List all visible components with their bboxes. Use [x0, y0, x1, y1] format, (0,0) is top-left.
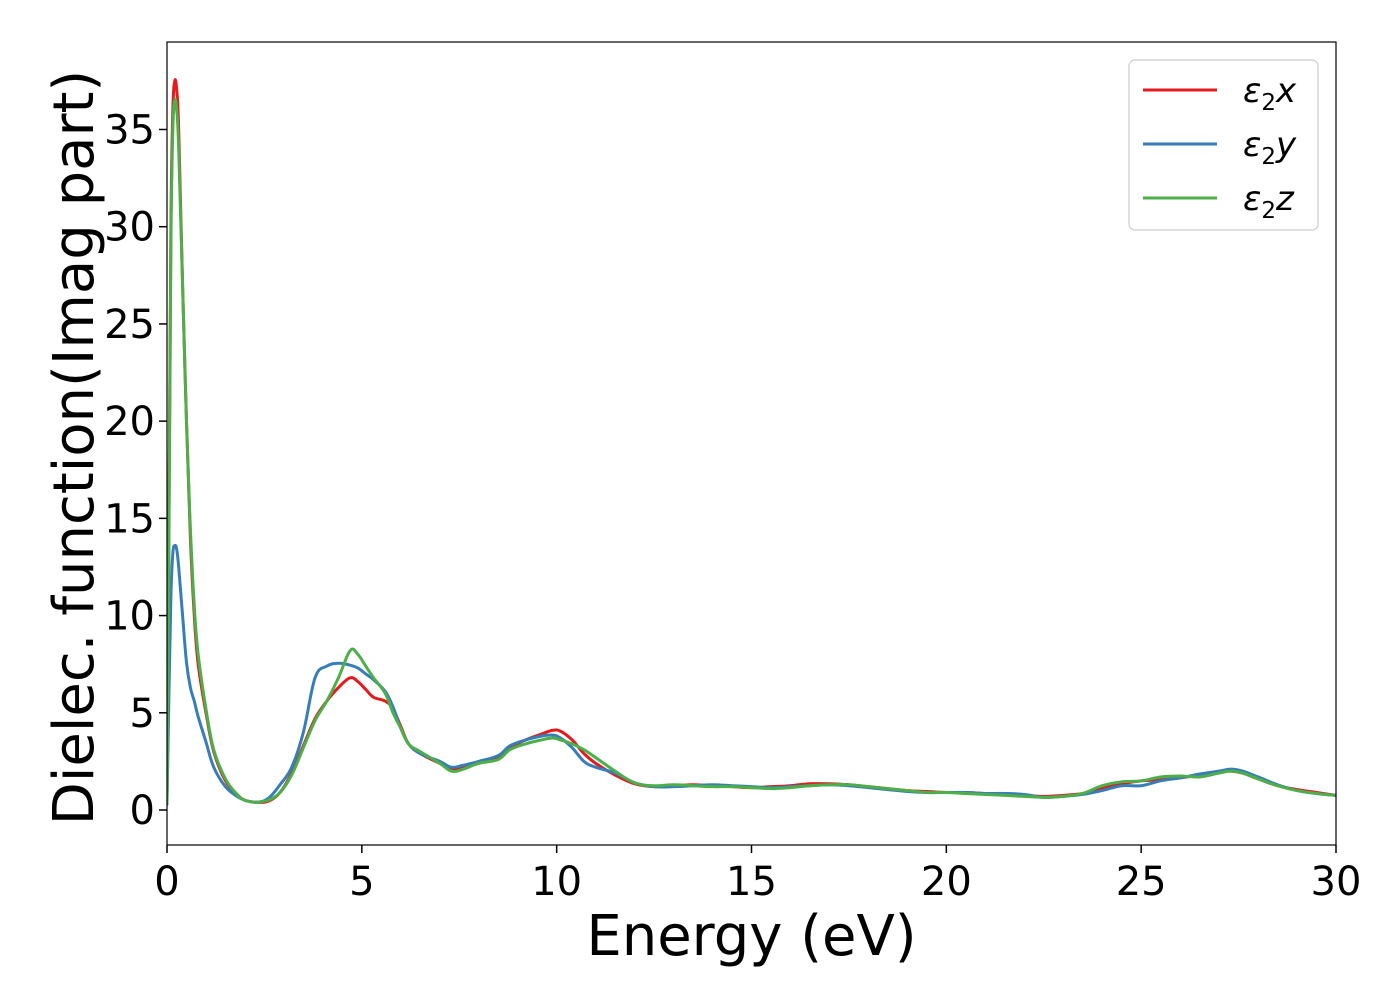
- y-tick-label: 25: [104, 302, 155, 348]
- x-tick-label: 10: [531, 859, 582, 905]
- y-tick-label: 15: [104, 496, 155, 542]
- legend-label-y: ε2y: [1243, 125, 1297, 170]
- legend-label-z: ε2z: [1243, 179, 1295, 224]
- series-line-y: [167, 543, 1336, 806]
- x-tick-label: 30: [1311, 859, 1362, 905]
- y-tick-label: 0: [130, 788, 155, 834]
- x-axis-ticks: 0 5 10 15 20 25 30: [154, 845, 1361, 905]
- series-line-z: [167, 97, 1336, 804]
- x-tick-label: 0: [154, 859, 179, 905]
- x-tick-label: 5: [349, 859, 374, 905]
- x-tick-label: 15: [726, 859, 777, 905]
- y-tick-label: 20: [104, 399, 155, 445]
- y-tick-label: 35: [104, 107, 155, 153]
- y-tick-label: 30: [104, 205, 155, 251]
- x-tick-label: 20: [921, 859, 972, 905]
- y-tick-label: 10: [104, 594, 155, 640]
- x-axis-label: Energy (eV): [586, 904, 916, 969]
- legend: ε2x ε2y ε2z: [1128, 59, 1319, 231]
- y-axis-ticks: 0 5 10 15 20 25 30 35: [104, 107, 167, 834]
- legend-box: [1128, 59, 1319, 231]
- legend-label-x: ε2x: [1243, 71, 1297, 116]
- x-tick-label: 25: [1116, 859, 1167, 905]
- y-axis-label: Dielec. function(Imag part): [42, 70, 107, 826]
- y-tick-label: 5: [130, 691, 155, 737]
- series-lines: [167, 78, 1336, 806]
